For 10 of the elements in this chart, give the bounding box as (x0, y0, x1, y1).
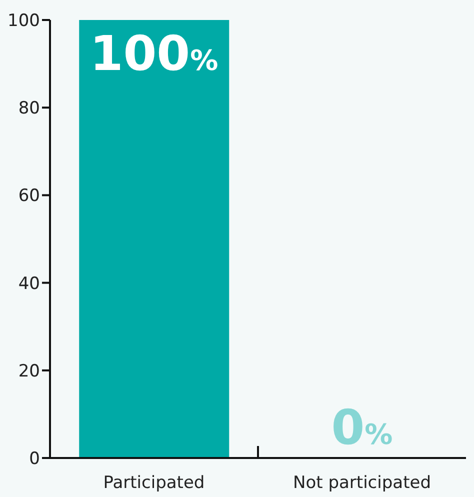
x-tick-label: Not participated (293, 473, 431, 493)
x-tick-label: Participated (103, 473, 205, 493)
y-tick-label: 60 (18, 186, 40, 206)
y-tick-label: 20 (18, 361, 40, 382)
y-tick-label: 100 (8, 11, 40, 32)
y-tick-label: 80 (18, 98, 40, 119)
y-tick-label: 40 (18, 274, 40, 294)
data-label: 100% (90, 26, 218, 82)
y-tick-label: 0 (29, 449, 40, 470)
data-label: 0% (331, 400, 393, 456)
